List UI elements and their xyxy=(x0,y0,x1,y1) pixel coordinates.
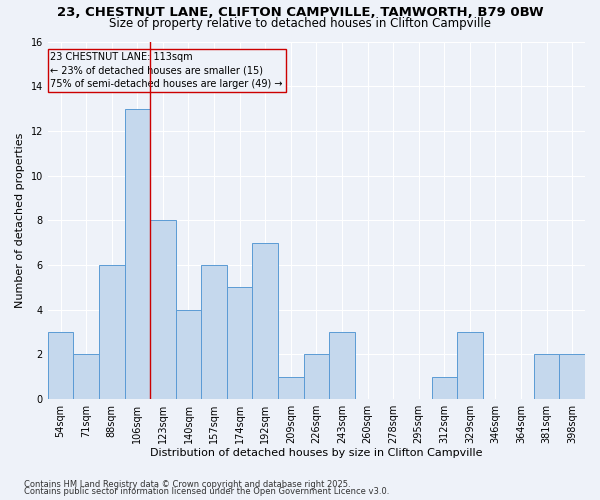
Text: Size of property relative to detached houses in Clifton Campville: Size of property relative to detached ho… xyxy=(109,18,491,30)
Text: 23, CHESTNUT LANE, CLIFTON CAMPVILLE, TAMWORTH, B79 0BW: 23, CHESTNUT LANE, CLIFTON CAMPVILLE, TA… xyxy=(56,6,544,19)
Bar xyxy=(48,332,73,399)
Bar xyxy=(431,376,457,399)
Bar xyxy=(201,265,227,399)
Text: Contains public sector information licensed under the Open Government Licence v3: Contains public sector information licen… xyxy=(24,487,389,496)
Text: Contains HM Land Registry data © Crown copyright and database right 2025.: Contains HM Land Registry data © Crown c… xyxy=(24,480,350,489)
Bar xyxy=(304,354,329,399)
Bar xyxy=(457,332,482,399)
Text: 23 CHESTNUT LANE: 113sqm
← 23% of detached houses are smaller (15)
75% of semi-d: 23 CHESTNUT LANE: 113sqm ← 23% of detach… xyxy=(50,52,283,88)
Bar xyxy=(253,242,278,399)
Bar xyxy=(227,288,253,399)
X-axis label: Distribution of detached houses by size in Clifton Campville: Distribution of detached houses by size … xyxy=(150,448,482,458)
Bar xyxy=(559,354,585,399)
Bar xyxy=(534,354,559,399)
Bar xyxy=(329,332,355,399)
Bar xyxy=(99,265,125,399)
Bar xyxy=(150,220,176,399)
Bar xyxy=(278,376,304,399)
Y-axis label: Number of detached properties: Number of detached properties xyxy=(15,132,25,308)
Bar xyxy=(73,354,99,399)
Bar xyxy=(176,310,201,399)
Bar xyxy=(125,108,150,399)
